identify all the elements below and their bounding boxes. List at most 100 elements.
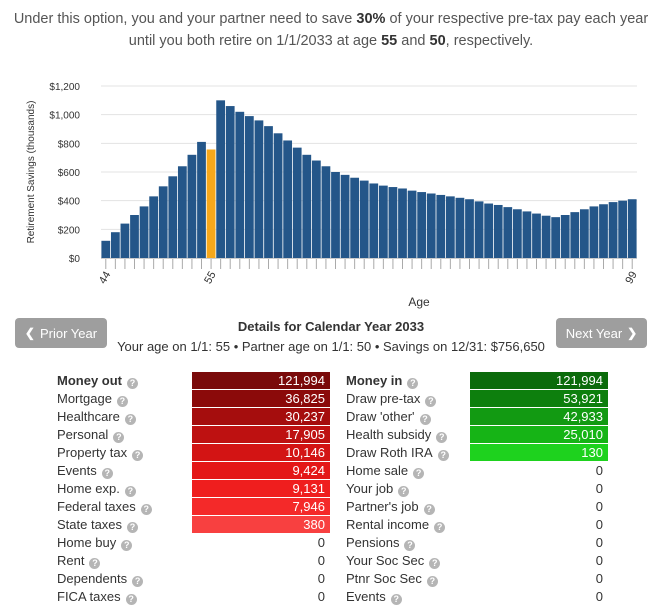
- money-in-row: Draw Roth IRA? 130: [346, 444, 616, 462]
- row-label: Pensions?: [346, 535, 416, 551]
- bar: [378, 185, 388, 258]
- bar: [350, 177, 360, 258]
- bar: [206, 149, 216, 258]
- help-icon[interactable]: ?: [407, 378, 419, 389]
- row-value: 121,994: [470, 372, 608, 389]
- help-icon[interactable]: ?: [127, 522, 139, 533]
- help-icon[interactable]: ?: [132, 576, 144, 587]
- money-out-row: Rent? 0: [57, 552, 337, 570]
- help-icon[interactable]: ?: [429, 558, 441, 569]
- row-value: 121,994: [192, 372, 330, 389]
- bar: [302, 154, 312, 258]
- prior-year-button[interactable]: ❮ Prior Year: [15, 318, 107, 348]
- money-out-row: Personal? 17,905: [57, 426, 337, 444]
- bar: [445, 196, 455, 258]
- scenario-summary: Under this option, you and your partner …: [0, 8, 662, 52]
- row-value: 9,131: [192, 480, 330, 497]
- bar: [168, 176, 178, 258]
- x-tick-label: 55: [202, 270, 219, 287]
- money-out-row: Home exp.? 9,131: [57, 480, 337, 498]
- bar: [225, 106, 235, 258]
- help-icon[interactable]: ?: [413, 468, 425, 479]
- row-label: Events?: [57, 463, 113, 479]
- arrow-left-icon: ❮: [24, 326, 35, 340]
- help-icon[interactable]: ?: [390, 594, 402, 605]
- help-icon[interactable]: ?: [113, 432, 125, 443]
- row-value: 9,424: [192, 462, 330, 479]
- row-label: State taxes?: [57, 517, 139, 533]
- bar: [244, 116, 254, 258]
- row-label: Health subsidy?: [346, 427, 448, 443]
- help-icon[interactable]: ?: [426, 576, 438, 587]
- row-label: Money out?: [57, 373, 138, 389]
- money-out-row: Dependents? 0: [57, 570, 337, 588]
- bar: [197, 141, 206, 258]
- bar: [532, 213, 541, 258]
- help-icon[interactable]: ?: [121, 540, 133, 551]
- bar: [158, 186, 168, 258]
- help-icon[interactable]: ?: [116, 396, 128, 407]
- bar: [417, 192, 427, 258]
- bar: [120, 223, 130, 258]
- row-label: Dependents?: [57, 571, 144, 587]
- help-icon[interactable]: ?: [419, 414, 431, 425]
- help-icon[interactable]: ?: [437, 450, 449, 461]
- help-icon[interactable]: ?: [423, 504, 435, 515]
- money-out-row: Events? 9,424: [57, 462, 337, 480]
- row-value: 0: [595, 589, 603, 604]
- help-icon[interactable]: ?: [404, 540, 416, 551]
- row-value: 36,825: [192, 390, 330, 407]
- row-value: 30,237: [192, 408, 330, 425]
- row-value: 7,946: [192, 498, 330, 515]
- row-label: Home buy?: [57, 535, 133, 551]
- x-axis-label: Age: [408, 295, 430, 309]
- help-icon[interactable]: ?: [425, 396, 437, 407]
- details-subtitle: Your age on 1/1: 55 • Partner age on 1/1…: [117, 339, 545, 354]
- row-label: Partner's job?: [346, 499, 435, 515]
- row-value: 0: [595, 571, 603, 586]
- row-label: Healthcare?: [57, 409, 136, 425]
- row-value: 0: [595, 535, 603, 550]
- bar: [474, 201, 484, 258]
- bar: [264, 126, 273, 258]
- bar: [608, 202, 618, 258]
- bar: [436, 194, 446, 258]
- help-icon[interactable]: ?: [140, 504, 152, 515]
- row-label: Federal taxes?: [57, 499, 152, 515]
- help-icon[interactable]: ?: [89, 558, 101, 569]
- row-label: Ptnr Soc Sec?: [346, 571, 438, 587]
- money-in-row: Pensions? 0: [346, 534, 616, 552]
- bar: [551, 217, 561, 258]
- money-in-row: Draw pre-tax? 53,921: [346, 390, 616, 408]
- bar: [570, 212, 580, 258]
- bar: [311, 160, 321, 258]
- bar: [235, 111, 245, 258]
- help-icon[interactable]: ?: [124, 486, 136, 497]
- row-value: 0: [317, 553, 325, 568]
- help-icon[interactable]: ?: [101, 468, 113, 479]
- money-out-row: Federal taxes? 7,946: [57, 498, 337, 516]
- bar: [283, 140, 293, 258]
- bar: [101, 240, 111, 258]
- help-icon[interactable]: ?: [124, 414, 136, 425]
- row-value: 0: [595, 517, 603, 532]
- help-icon[interactable]: ?: [434, 522, 446, 533]
- bar: [455, 197, 465, 258]
- help-icon[interactable]: ?: [125, 594, 137, 605]
- bar: [407, 190, 417, 258]
- bar: [388, 187, 398, 258]
- summary-line-1: Under this option, you and your partner …: [13, 11, 649, 27]
- next-year-button[interactable]: Next Year ❯: [556, 318, 647, 348]
- money-in-row: Health subsidy? 25,010: [346, 426, 616, 444]
- help-icon[interactable]: ?: [398, 486, 410, 497]
- bar: [512, 209, 522, 258]
- money-out-row: Mortgage? 36,825: [57, 390, 337, 408]
- help-icon[interactable]: ?: [132, 450, 144, 461]
- row-label: Money in?: [346, 373, 419, 389]
- row-label: Events?: [346, 589, 402, 605]
- y-tick-label: $800: [58, 139, 81, 150]
- help-icon[interactable]: ?: [436, 432, 448, 443]
- savings-percent: 30%: [356, 11, 386, 27]
- bar: [522, 211, 532, 258]
- help-icon[interactable]: ?: [127, 378, 138, 389]
